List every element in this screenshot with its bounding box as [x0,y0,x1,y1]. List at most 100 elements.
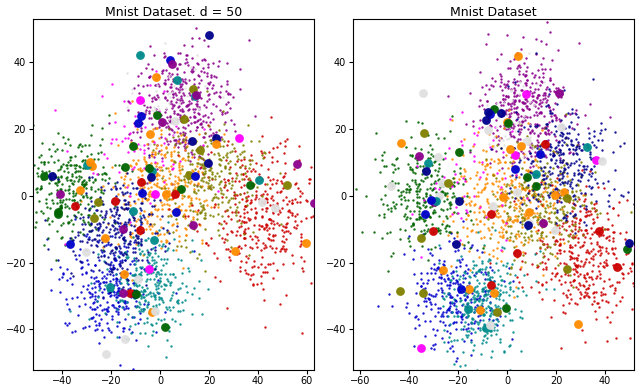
Point [36,208,47,214]
Point [551,220,561,227]
Point [90,284,100,290]
Point [241,194,251,200]
Point [507,118,517,124]
Point [607,205,618,211]
Point [457,313,467,319]
Point [154,301,164,307]
Point [594,232,604,239]
Point [533,86,543,92]
Point [595,260,605,266]
Point [581,256,591,262]
Point [460,296,470,302]
Point [130,321,140,327]
Point [512,189,522,195]
Point [148,303,158,309]
Point [416,215,426,221]
Point [147,262,157,268]
Point [150,149,161,155]
Point [257,199,268,205]
Point [253,264,263,270]
Point [599,278,609,284]
Point [110,234,120,241]
Point [525,129,536,136]
Point [445,269,456,276]
Point [86,174,97,180]
Point [111,246,121,252]
Point [140,109,150,115]
Point [518,100,529,107]
Point [449,300,460,307]
Point [143,193,154,200]
Point [173,176,184,182]
Point [541,286,551,292]
Point [296,234,307,240]
Point [596,136,607,143]
Point [204,162,214,168]
Point [156,127,166,133]
Point [120,298,131,305]
Point [21,213,31,219]
Point [600,235,611,241]
Point [99,273,109,279]
Point [90,236,100,242]
Point [577,243,587,249]
Point [467,319,477,325]
Point [95,221,105,227]
Point [554,176,564,183]
Point [502,220,512,226]
Point [545,276,556,282]
Point [468,326,478,332]
Point [103,220,113,226]
Point [529,103,540,109]
Point [534,247,545,254]
Point [62,148,72,154]
Point [262,180,272,187]
Point [505,146,515,152]
Point [491,208,501,214]
Point [237,218,248,224]
Point [173,96,183,102]
Point [269,203,279,210]
Point [137,181,147,187]
Point [228,195,238,201]
Point [246,272,256,278]
Point [588,256,598,262]
Point [564,272,575,278]
Point [545,156,556,163]
Point [543,127,553,134]
Point [580,112,590,118]
Point [266,220,276,226]
Point [150,309,161,315]
Point [412,200,422,206]
Point [175,50,186,56]
Point [61,162,72,168]
Point [108,250,118,257]
Point [442,282,452,288]
Point [543,204,553,210]
Point [444,305,454,312]
Point [176,132,186,138]
Point [143,260,154,266]
Point [541,264,551,270]
Point [188,216,198,222]
Point [268,236,278,243]
Point [67,273,77,279]
Point [422,227,432,234]
Point [97,327,108,333]
Point [259,225,269,231]
Point [218,218,228,224]
Point [145,276,155,282]
Point [477,169,488,175]
Point [507,97,517,103]
Point [531,50,541,56]
Point [554,152,564,158]
Point [580,286,591,292]
Point [625,335,635,341]
Point [239,176,250,182]
Point [422,246,433,252]
Point [499,125,509,131]
Point [179,173,189,180]
Point [114,285,124,291]
Point [214,173,224,179]
Point [521,211,531,218]
